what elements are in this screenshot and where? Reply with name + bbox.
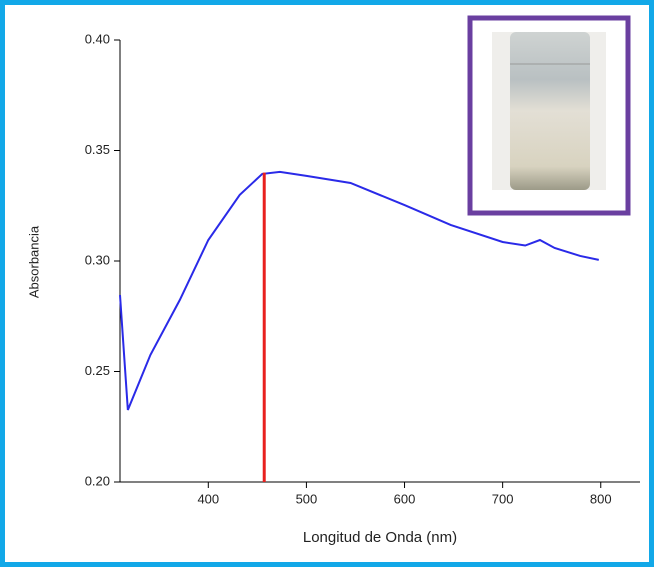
spectrum-line: [119, 170, 600, 411]
inset-photo: [467, 15, 631, 216]
x-tick-label: 500: [296, 491, 318, 506]
x-axis-label: Longitud de Onda (nm): [303, 529, 457, 546]
y-tick-label: 0.35: [85, 142, 110, 157]
x-tick-label: 800: [590, 491, 612, 506]
x-tick-label: 700: [492, 491, 514, 506]
x-tick-label: 600: [394, 491, 416, 506]
y-axis-label: Absorbancia: [26, 225, 41, 298]
y-tick-label: 0.30: [85, 252, 110, 267]
x-tick-label: 400: [197, 491, 219, 506]
y-tick-label: 0.20: [85, 473, 110, 488]
y-tick-label: 0.25: [85, 363, 110, 378]
y-tick-label: 0.40: [85, 31, 110, 46]
vial: [510, 32, 590, 190]
